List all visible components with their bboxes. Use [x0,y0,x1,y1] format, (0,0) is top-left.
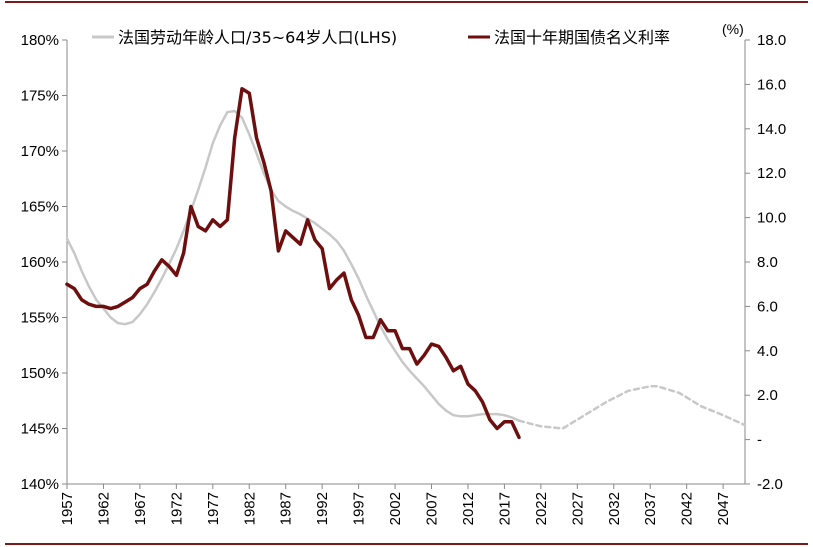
right-axis-tick-label: 2.0 [757,387,778,404]
x-axis-tick-label: 2042 [679,492,696,525]
x-axis-tick-label: 1992 [314,492,331,525]
x-axis-tick-label: 2032 [606,492,623,525]
series-line-labor-ratio [65,109,521,422]
x-axis-tick-label: 2012 [460,492,477,525]
right-axis-tick-label: - [757,432,762,449]
axes-layer: 180% 175% 170% 165% 160% 155% 150% 145% 140% 18.0… [21,32,787,525]
left-axis-tick-label: 180% [21,32,59,49]
x-axis-tick-label: 1972 [168,492,185,525]
right-axis-tick-label: 6.0 [757,298,778,315]
left-axis-tick-label: 165% [21,199,59,216]
right-axis-tick-label: 4.0 [757,343,778,360]
left-axis-tick-label: 145% [21,421,59,438]
legend-label-bond-yield: 法国十年期国债名义利率 [494,28,670,47]
legend-label-labor-ratio: 法国劳动年龄人口/35~64岁人口(LHS) [118,28,397,47]
legend: 法国劳动年龄人口/35~64岁人口(LHS) 法国十年期国债名义利率 [92,28,670,47]
left-axis-tick-label: 170% [21,143,59,160]
series-line-bond-yield [65,87,521,440]
x-axis-tick-label: 1977 [205,492,222,525]
left-axis-tick-label: 155% [21,310,59,327]
right-axis-unit: (%) [722,21,744,37]
right-axis-tick-label: -2.0 [757,476,783,493]
series-layer [65,87,747,440]
x-axis-tick-label: 1997 [351,492,368,525]
x-axis-tick-label: 1967 [132,492,149,525]
right-axis-tick-label: 10.0 [757,210,786,227]
x-axis-tick-label: 1982 [241,492,258,525]
right-axis-tick-label: 14.0 [757,121,786,138]
x-axis-tick-label: 1957 [59,492,76,525]
left-axis-tick-label: 140% [21,476,59,493]
x-axis-tick-label: 2017 [496,492,513,525]
right-axis-tick-label: 8.0 [757,254,778,271]
left-axis-tick-label: 175% [21,88,59,105]
x-axis-tick-label: 2047 [715,492,732,525]
x-axis-tick-label: 2022 [533,492,550,525]
x-axis-tick-label: 2027 [569,492,586,525]
x-axis-tick-label: 2037 [642,492,659,525]
series-line-labor-ratio-projection [517,385,747,430]
right-axis-tick-label: 12.0 [757,165,786,182]
x-axis-tick-label: 1962 [95,492,112,525]
left-axis-tick-label: 150% [21,365,59,382]
x-axis-tick-label: 2002 [387,492,404,525]
left-axis-tick-label: 160% [21,254,59,271]
right-axis-tick-label: 16.0 [757,76,786,93]
x-axis-tick-label: 2007 [424,492,441,525]
right-axis-tick-label: 18.0 [757,32,786,49]
x-axis-tick-label: 1987 [278,492,295,525]
